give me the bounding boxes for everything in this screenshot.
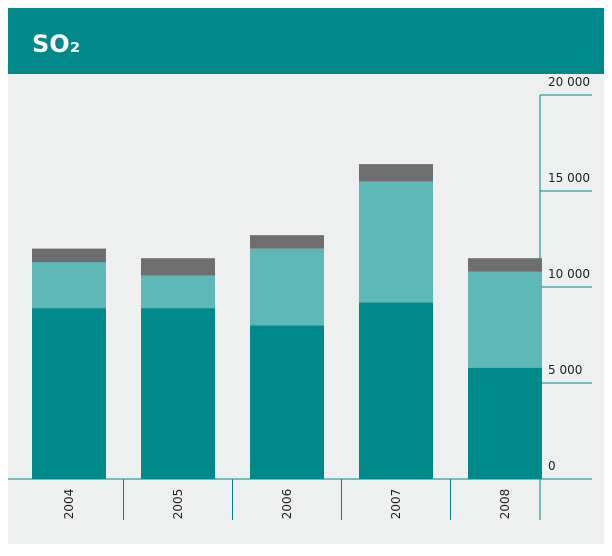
bar-segment xyxy=(250,248,324,326)
bar-segment xyxy=(250,325,324,479)
bar-segment xyxy=(32,308,106,479)
header xyxy=(8,8,604,74)
bar-segment xyxy=(468,367,542,479)
bar-segment xyxy=(359,164,433,182)
bar-segment xyxy=(141,258,215,276)
x-tick-label: 2007 xyxy=(389,489,403,520)
bar-segment xyxy=(359,181,433,303)
y-tick-label: 20 000 xyxy=(548,75,590,89)
y-tick-label: 5 000 xyxy=(548,363,582,377)
bar-segment xyxy=(468,271,542,368)
x-tick-label: 2006 xyxy=(280,489,294,520)
bar-segment xyxy=(250,235,324,249)
bar-segment xyxy=(32,262,106,309)
x-tick-label: 2008 xyxy=(498,489,512,520)
bar-segment xyxy=(468,258,542,272)
y-tick-label: 0 xyxy=(548,459,556,473)
chart-title: SO₂ xyxy=(32,30,80,58)
bar-segment xyxy=(141,308,215,479)
y-tick-label: 10 000 xyxy=(548,267,590,281)
x-tick-label: 2005 xyxy=(171,489,185,520)
bar-segment xyxy=(141,275,215,309)
y-tick-label: 15 000 xyxy=(548,171,590,185)
bar-segment xyxy=(359,302,433,479)
x-tick-label: 2004 xyxy=(62,489,76,520)
bar-segment xyxy=(32,248,106,263)
